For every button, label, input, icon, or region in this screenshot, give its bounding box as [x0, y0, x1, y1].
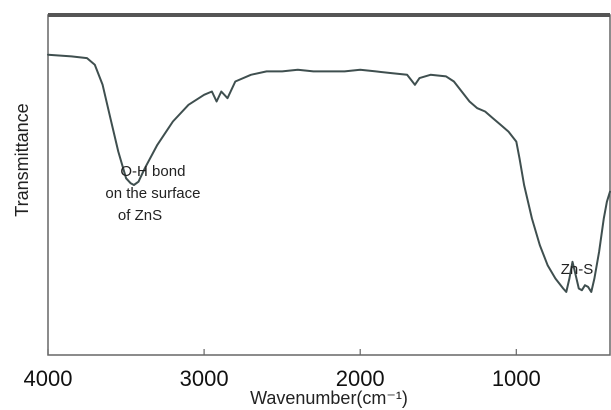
- x-tick-label: 3000: [180, 366, 229, 391]
- annotation-oh-line-3: of ZnS: [118, 207, 162, 224]
- annotation-zn-s: Zn-S: [561, 261, 594, 278]
- x-tick-label: 4000: [24, 366, 73, 391]
- x-tick-label: 2000: [336, 366, 385, 391]
- annotation-oh-line-2: on the surface: [105, 185, 200, 202]
- x-tick-label: 1000: [492, 366, 541, 391]
- x-tick-layer: 4000 3000 2000 1000: [24, 349, 541, 391]
- y-axis-title: Transmittance: [12, 103, 32, 216]
- annotation-oh-line-1: O-H bond: [120, 163, 185, 180]
- transmittance-series-line: [47, 53, 611, 293]
- curve-layer: [47, 53, 611, 293]
- annotation-oh-bond: O-H bond on the surface of ZnS: [105, 163, 204, 224]
- x-axis-title: Wavenumber(cm⁻¹): [250, 388, 408, 408]
